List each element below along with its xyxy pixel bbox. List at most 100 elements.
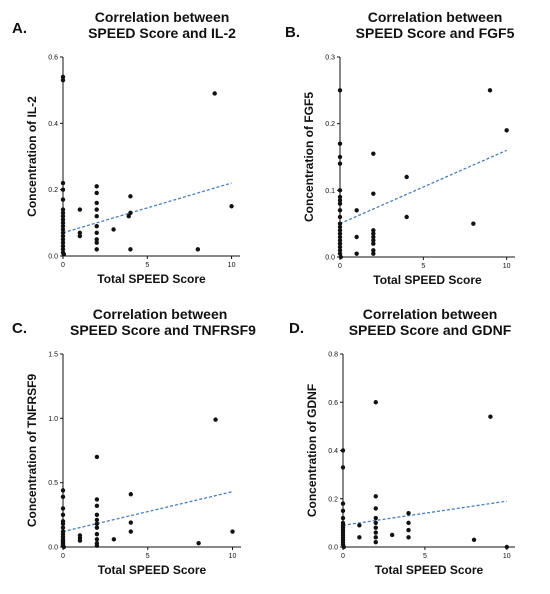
data-point	[60, 210, 66, 216]
panel-label: C.	[12, 320, 27, 337]
data-point	[94, 497, 100, 502]
data-point	[60, 243, 66, 249]
data-point	[94, 517, 100, 523]
data-point	[337, 88, 343, 93]
chart-title-line2: SPEED Score and FGF5	[355, 25, 515, 41]
x-axis-label: Total SPEED Score	[97, 272, 206, 286]
chart-title-line2: SPEED Score and TNFRSF9	[70, 322, 256, 338]
data-point	[371, 238, 376, 243]
data-point	[357, 535, 362, 540]
data-point	[94, 531, 100, 537]
y-axis-label: Concentration of IL-2	[25, 96, 39, 217]
data-point	[60, 512, 66, 518]
data-point	[373, 515, 378, 521]
x-axis-label: Total SPEED Score	[373, 273, 482, 287]
y-tick-label: 1.5	[48, 352, 58, 359]
data-point	[406, 535, 411, 540]
data-point	[371, 234, 376, 240]
data-point	[337, 234, 343, 240]
data-point	[128, 492, 134, 497]
data-point	[354, 208, 359, 213]
data-point	[337, 201, 343, 206]
data-point	[61, 544, 67, 550]
data-point	[60, 494, 66, 500]
data-point	[337, 244, 343, 250]
y-tick-label: 0.0	[325, 255, 335, 262]
trend-line	[342, 500, 507, 526]
y-tick-label: 0.8	[328, 352, 338, 359]
data-point	[340, 508, 346, 514]
data-point	[94, 240, 99, 245]
data-point	[504, 128, 509, 133]
data-point	[60, 521, 66, 527]
data-point	[77, 233, 83, 239]
data-point	[212, 91, 217, 96]
data-point	[337, 241, 343, 246]
data-point	[371, 228, 376, 233]
x-tick-label: 0	[341, 553, 345, 560]
data-point	[337, 161, 343, 166]
data-point	[340, 501, 346, 506]
data-point	[354, 251, 359, 256]
y-axis-label: Concentration of FGF5	[302, 92, 316, 222]
data-point	[341, 544, 347, 550]
data-point	[373, 494, 378, 499]
data-point	[94, 454, 100, 460]
chart-title-line1: Correlation between	[92, 306, 228, 322]
data-point	[60, 233, 66, 239]
data-point	[94, 512, 100, 518]
data-point	[389, 532, 395, 538]
data-point	[373, 506, 378, 511]
data-point	[128, 194, 133, 199]
data-point	[111, 537, 117, 542]
y-tick-label: 0.3	[325, 55, 335, 62]
data-point	[60, 247, 66, 252]
trend-line	[62, 491, 233, 533]
data-point	[337, 154, 343, 160]
data-point	[337, 188, 343, 193]
panel-label: A.	[12, 20, 27, 37]
data-point	[128, 520, 134, 525]
data-point	[373, 535, 378, 540]
data-point	[60, 220, 66, 226]
data-point	[60, 207, 66, 212]
chart-title-line2: SPEED Score and IL-2	[88, 25, 236, 41]
data-point	[126, 214, 131, 219]
data-point	[337, 251, 343, 256]
data-point	[60, 214, 66, 219]
data-point	[337, 221, 343, 226]
y-tick-label: 0.0	[48, 254, 58, 261]
data-point	[404, 214, 409, 220]
data-point	[406, 527, 411, 533]
y-tick-label: 0.2	[328, 496, 338, 503]
x-tick-label: 0	[61, 553, 65, 560]
data-point	[404, 174, 409, 180]
data-point	[337, 141, 343, 146]
data-point	[94, 200, 99, 206]
data-point	[213, 417, 218, 422]
data-point	[373, 530, 378, 535]
scatter-plot: 0.0 0.2 0.4 0.6 0 5 10 Total SPEED Score Concent…	[25, 55, 240, 286]
data-point	[340, 465, 346, 470]
y-tick-label: 0.4	[328, 448, 338, 455]
data-point	[94, 543, 100, 548]
data-point	[406, 520, 411, 526]
data-point	[94, 230, 99, 235]
data-point	[337, 208, 343, 213]
data-point	[77, 207, 83, 212]
y-tick-label: 0.2	[48, 187, 58, 194]
data-point	[373, 525, 378, 530]
y-tick-label: 0.6	[48, 55, 58, 62]
data-point	[94, 521, 100, 527]
data-point	[371, 231, 376, 236]
x-axis-label: Total SPEED Score	[98, 563, 207, 577]
data-point	[128, 210, 133, 216]
trend-line	[339, 149, 507, 225]
y-axis-label: Concentration of TNFRSF9	[25, 374, 39, 528]
data-point	[60, 197, 66, 202]
scatter-plot: 0.0 0.2 0.4 0.6 0.8 0 5 10 Total SPEED Score Conc…	[305, 352, 515, 577]
data-point	[94, 537, 100, 542]
data-point	[371, 191, 376, 196]
data-point	[337, 224, 343, 230]
data-point	[94, 214, 99, 219]
